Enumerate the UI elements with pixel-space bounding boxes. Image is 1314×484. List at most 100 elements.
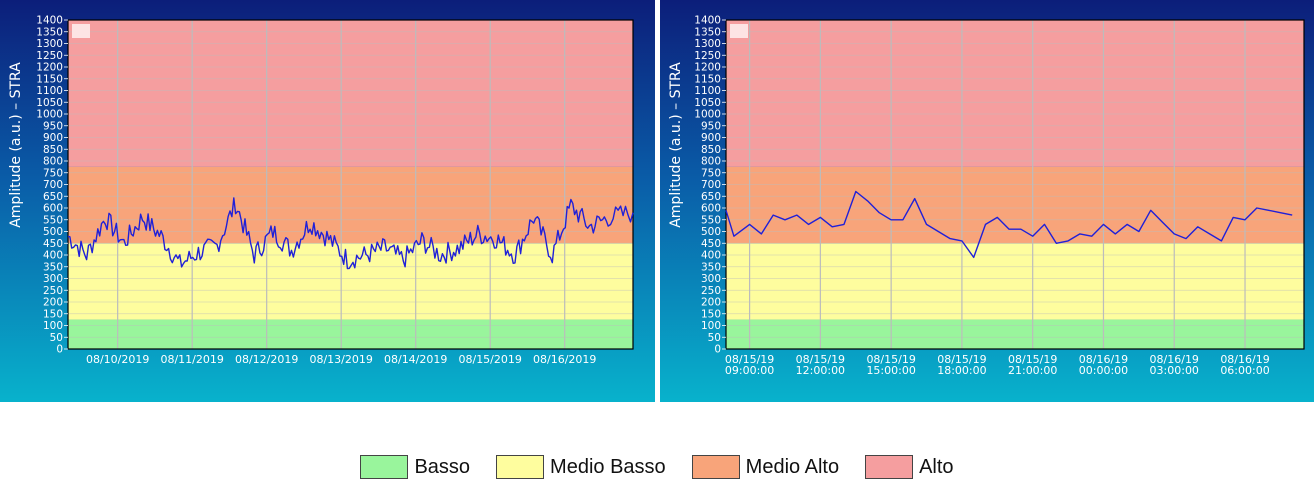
y-tick-label: 250 [43, 285, 63, 297]
band-medio-alto [726, 166, 1304, 244]
legend-swatch-basso [360, 455, 409, 479]
x-tick-label: 08/15/19 [725, 353, 774, 366]
x-tick-label: 08/16/19 [1079, 353, 1128, 366]
y-tick-label: 300 [701, 273, 721, 285]
y-tick-label: 1100 [36, 85, 63, 97]
legend-swatch-alto [865, 455, 914, 479]
y-tick-label: 1350 [36, 26, 63, 38]
y-tick-label: 50 [50, 332, 63, 344]
x-tick-label: 08/15/19 [937, 353, 986, 366]
y-tick-label: 850 [43, 144, 63, 156]
y-tick-label: 600 [701, 203, 721, 215]
legend-swatch-medio-alto [691, 455, 740, 479]
y-tick-label: 1200 [694, 62, 721, 74]
legend-item-alto: Alto [865, 455, 954, 479]
y-tick-label: 900 [43, 132, 63, 144]
y-tick-label: 900 [701, 132, 721, 144]
x-tick-label: 06:00:00 [1220, 364, 1269, 377]
y-tick-label: 700 [43, 179, 63, 191]
chart-panel-weekly: 08/10/2019 08/11/2019 08/12/2019 08/13/2019… [0, 0, 655, 402]
y-tick-label: 750 [701, 167, 721, 179]
y-tick-label: 150 [43, 308, 63, 320]
y-tick-label: 1150 [694, 73, 721, 85]
y-tick-label: 1100 [694, 85, 721, 97]
x-tick-label: 08/15/19 [796, 353, 845, 366]
x-tick-label: 09:00:00 [725, 364, 774, 377]
x-tick-label: 00:00:00 [1079, 364, 1128, 377]
chart-weekly: 08/10/2019 08/11/2019 08/12/2019 08/13/2019… [8, 15, 634, 366]
band-alto [68, 20, 633, 167]
x-tick-label: 08/10/2019 [86, 353, 149, 366]
y-tick-label: 0 [56, 344, 63, 356]
x-tick-label: 08/16/2019 [533, 353, 596, 366]
x-tick-label: 21:00:00 [1008, 364, 1057, 377]
y-tick-label: 200 [43, 297, 63, 309]
y-tick-label: 450 [43, 238, 63, 250]
x-tick-label: 08/14/2019 [384, 353, 447, 366]
y-tick-label: 500 [701, 226, 721, 238]
x-tick-label: 12:00:00 [796, 364, 845, 377]
y-tick-label: 50 [708, 332, 721, 344]
y-axis-label: Amplitude (a.u.) – STRA [668, 62, 684, 228]
band-medio-basso [68, 243, 633, 320]
x-tick-label: 08/16/19 [1150, 353, 1199, 366]
y-tick-label: 250 [701, 285, 721, 297]
x-tick-label: 08/12/2019 [235, 353, 298, 366]
legend-label-medio-basso: Medio Basso [550, 455, 666, 478]
y-tick-label: 1250 [694, 50, 721, 62]
y-tick-label: 800 [701, 156, 721, 168]
y-tick-label: 100 [43, 320, 63, 332]
y-tick-label: 700 [701, 179, 721, 191]
legend-item-basso: Basso [360, 455, 470, 479]
legend-item-medio-alto: Medio Alto [691, 455, 840, 479]
y-tick-label: 1250 [36, 50, 63, 62]
y-tick-label: 350 [43, 261, 63, 273]
y-axis-label: Amplitude (a.u.) – STRA [8, 62, 24, 228]
legend-label-alto: Alto [919, 455, 954, 478]
y-tick-label: 750 [43, 167, 63, 179]
y-tick-label: 550 [701, 214, 721, 226]
band-basso [68, 319, 633, 349]
y-tick-label: 500 [43, 226, 63, 238]
x-tick-label: 15:00:00 [866, 364, 915, 377]
y-tick-label: 450 [701, 238, 721, 250]
y-tick-label: 1000 [36, 109, 63, 121]
y-tick-label: 0 [714, 344, 721, 356]
band-alto [726, 20, 1304, 167]
y-tick-label: 650 [43, 191, 63, 203]
y-tick-label: 800 [43, 156, 63, 168]
series-line [67, 197, 634, 270]
y-tick-label: 400 [701, 250, 721, 262]
series-line [725, 190, 1293, 259]
band-basso [726, 319, 1304, 349]
x-tick-label: 18:00:00 [937, 364, 986, 377]
x-tick-label: 08/13/2019 [309, 353, 372, 366]
y-tick-label: 300 [43, 273, 63, 285]
risk-legend: Basso Medio Basso Medio Alto Alto [0, 450, 1314, 484]
x-tick-label: 03:00:00 [1150, 364, 1199, 377]
x-tick-label: 08/11/2019 [160, 353, 223, 366]
y-tick-label: 950 [701, 120, 721, 132]
x-tick-label: 08/15/2019 [458, 353, 521, 366]
x-tick-label: 08/15/19 [866, 353, 915, 366]
y-tick-label: 1200 [36, 62, 63, 74]
y-tick-label: 1300 [694, 38, 721, 50]
y-tick-label: 1400 [36, 15, 63, 27]
legend-label-medio-alto: Medio Alto [745, 455, 840, 478]
x-tick-label: 08/16/19 [1220, 353, 1269, 366]
y-tick-label: 1350 [694, 26, 721, 38]
y-tick-label: 1050 [694, 97, 721, 109]
y-tick-label: 950 [43, 120, 63, 132]
corner-marker [72, 24, 90, 38]
band-medio-basso [726, 243, 1304, 320]
corner-marker [730, 24, 748, 38]
y-tick-label: 600 [43, 203, 63, 215]
y-tick-label: 850 [701, 144, 721, 156]
band-medio-alto [68, 166, 633, 244]
y-tick-label: 1400 [694, 15, 721, 27]
y-tick-label: 150 [701, 308, 721, 320]
y-tick-label: 100 [701, 320, 721, 332]
legend-item-medio-basso: Medio Basso [496, 455, 666, 479]
y-tick-label: 1050 [36, 97, 63, 109]
y-tick-label: 200 [701, 297, 721, 309]
